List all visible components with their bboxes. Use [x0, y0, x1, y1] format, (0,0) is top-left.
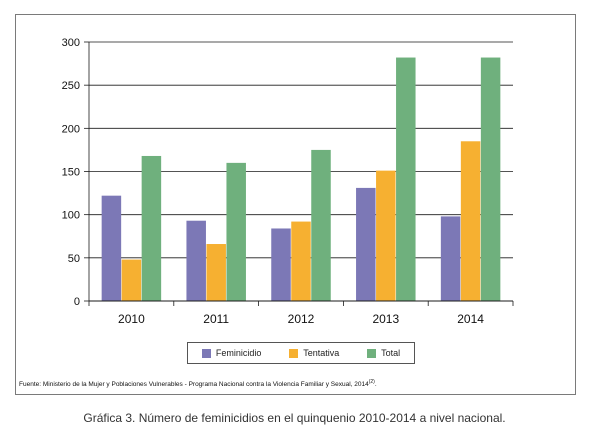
chart-legend: Feminicidio Tentativa Total: [187, 342, 415, 364]
x-tick-label-2014: 2014: [457, 312, 484, 326]
legend-item-total: Total: [367, 348, 400, 358]
legend-label-tentativa: Tentativa: [303, 348, 340, 358]
legend-swatch-total: [367, 348, 377, 358]
source-note: Fuente: Ministerio de la Mujer y Poblaci…: [19, 379, 377, 389]
source-note-reference: (2): [368, 379, 375, 385]
x-tick-label-2011: 2011: [203, 312, 229, 326]
bar-total-2014: [480, 57, 501, 301]
source-note-text: Fuente: Ministerio de la Mujer y Poblaci…: [19, 381, 369, 389]
legend-label-feminicidio: Feminicidio: [215, 348, 262, 358]
bar-feminicidio-2013: [356, 187, 376, 301]
figure-caption: Gráfica 3. Número de feminicidios en el …: [83, 411, 506, 425]
chart-frame: 0 50 100 150 200 250 300 2010 2011 2012 2013 2014 F…: [15, 14, 576, 395]
bar-feminicidio-2014: [440, 216, 461, 301]
bar-total-2011: [226, 162, 246, 301]
bar-total-2013: [396, 57, 416, 301]
bar-tentativa-2011: [206, 244, 226, 301]
x-tick-label-2012: 2012: [288, 312, 315, 326]
y-tick-label-150: 150: [62, 167, 80, 179]
legend-label-total: Total: [381, 348, 401, 358]
bar-feminicidio-2012: [271, 228, 291, 301]
bar-tentativa-2013: [376, 170, 396, 301]
bar-total-2012: [311, 149, 331, 301]
legend-item-tentativa: Tentativa: [289, 348, 339, 358]
legend-swatch-feminicidio: [201, 348, 211, 358]
bar-feminicidio-2011: [186, 220, 206, 301]
bar-tentativa-2012: [291, 221, 311, 301]
y-tick-label-50: 50: [68, 253, 80, 265]
legend-swatch-tentativa: [289, 348, 299, 358]
bar-feminicidio-2010: [101, 195, 122, 301]
x-tick-label-2013: 2013: [372, 312, 399, 326]
bar-tentativa-2014: [460, 141, 481, 301]
legend-item-feminicidio: Feminicidio: [201, 348, 262, 358]
bar-chart: 0 50 100 150 200 250 300 2010 2011 2012 2013 2014: [62, 37, 514, 326]
y-tick-label-250: 250: [62, 80, 80, 92]
bar-tentativa-2010: [121, 259, 142, 301]
y-tick-label-0: 0: [74, 296, 80, 308]
x-tick-label-2010: 2010: [118, 312, 145, 326]
y-tick-label-100: 100: [62, 210, 80, 222]
y-tick-label-200: 200: [62, 123, 80, 135]
bar-total-2010: [141, 155, 162, 301]
y-tick-label-300: 300: [62, 37, 80, 49]
